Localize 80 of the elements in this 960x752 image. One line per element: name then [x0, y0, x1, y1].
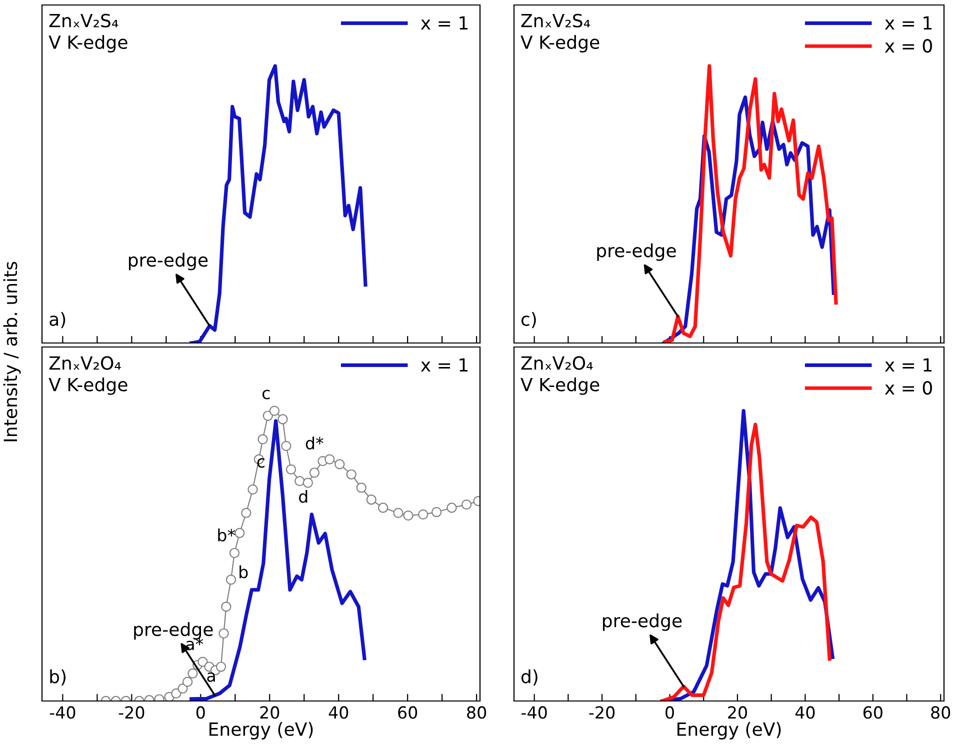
point: [286, 464, 296, 475]
point: [229, 548, 240, 558]
annotation: pre-edge: [128, 252, 208, 270]
point: [446, 502, 457, 513]
x-tick-label: 0: [666, 706, 674, 719]
annotation: pre-edge: [134, 622, 213, 640]
x-tick-label: 20: [728, 706, 747, 719]
x-tick-label: 60: [398, 706, 418, 719]
point: [309, 468, 320, 478]
point: [262, 410, 273, 421]
annotation: a): [50, 312, 66, 328]
point: [171, 688, 182, 699]
point: [431, 507, 442, 518]
x-tick-label: -40: [50, 706, 76, 719]
point: [198, 656, 208, 667]
point: [188, 668, 198, 679]
annotation: c: [257, 458, 264, 468]
point: [218, 628, 229, 638]
point: [346, 469, 356, 480]
point: [302, 478, 313, 488]
annotation: d): [521, 669, 538, 686]
point: [216, 662, 226, 672]
point: [248, 484, 258, 495]
x-axis-title: Energy (eV): [210, 722, 313, 740]
point: [418, 509, 428, 520]
chart-subtitle: V K-edge: [48, 35, 128, 53]
annotation: d*: [306, 436, 324, 450]
x-tick-label: -20: [589, 706, 615, 719]
x-tick-label: 60: [863, 706, 882, 719]
annotation: c: [262, 390, 270, 400]
point: [178, 683, 188, 694]
x-tick-label: 40: [328, 706, 348, 719]
point: [393, 508, 404, 518]
point: [461, 499, 472, 510]
point: [356, 482, 366, 493]
point: [294, 476, 305, 486]
point: [334, 459, 345, 470]
chart-title: ZnₓV₂O₄: [49, 356, 121, 370]
annotation: b*: [218, 528, 236, 542]
legend-label: x = 1: [420, 16, 468, 30]
point: [378, 502, 388, 513]
x-tick-label: -40: [522, 706, 547, 719]
annotation: a: [207, 672, 215, 682]
x-tick-label: -20: [118, 706, 144, 719]
y-axis-title: Intensity / arb. units: [3, 262, 21, 442]
annotation: pre-edge: [597, 243, 676, 261]
point: [324, 454, 335, 464]
chart-subtitle: V K-edge: [48, 377, 128, 395]
point: [269, 406, 280, 416]
legend-label: x = 1: [420, 358, 468, 372]
chart-title: ZnₓV₂O₄: [521, 356, 593, 370]
point: [403, 510, 414, 521]
legend-label: x = 0: [884, 39, 932, 53]
point: [366, 494, 376, 505]
legend-label: x = 0: [884, 381, 932, 395]
point: [234, 528, 245, 538]
x-tick-label: 20: [260, 706, 280, 719]
point: [226, 574, 236, 585]
point: [241, 508, 252, 518]
x-tick-label: 0: [196, 706, 205, 719]
point: [278, 414, 288, 424]
point: [258, 434, 268, 444]
legend-label: x = 1: [884, 358, 932, 372]
annotation: d: [298, 490, 308, 503]
chart-title: ZnₓV₂S₄: [521, 14, 590, 28]
chart-title: ZnₓV₂S₄: [49, 14, 118, 28]
chart-subtitle: V K-edge: [520, 35, 600, 53]
point: [182, 676, 193, 687]
x-tick-label: 80: [467, 706, 486, 719]
chart-subtitle: V K-edge: [520, 377, 600, 395]
point: [281, 440, 292, 452]
x-tick-label: 40: [795, 706, 815, 719]
legend-label: x = 1: [884, 16, 932, 30]
annotation: pre-edge: [602, 613, 682, 631]
annotation: c): [521, 312, 536, 328]
annotation: b): [50, 669, 66, 686]
x-axis-title: Energy (eV): [678, 722, 781, 740]
annotation: b: [240, 565, 248, 578]
point: [221, 602, 232, 612]
x-tick-label: 80: [931, 706, 950, 719]
